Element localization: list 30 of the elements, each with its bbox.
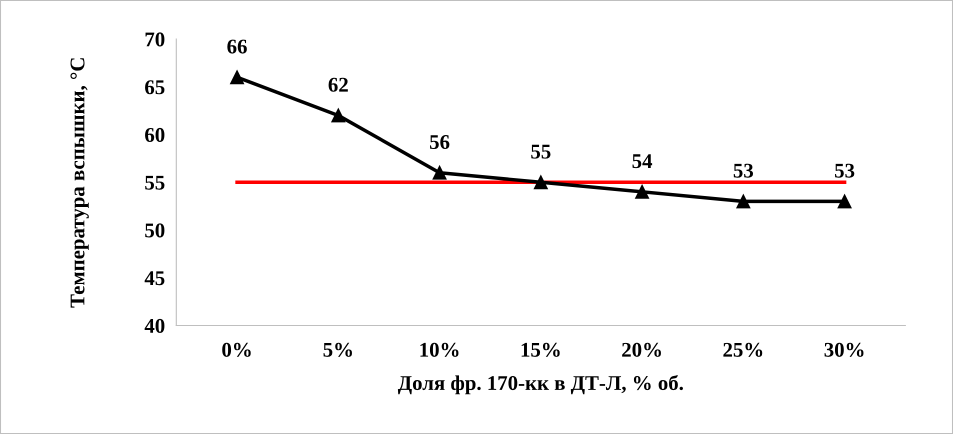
x-tick-label: 25% [723, 342, 762, 357]
data-label: 55 [531, 144, 550, 159]
x-tick-label: 15% [522, 342, 560, 357]
point [230, 70, 244, 84]
data-label: 54 [632, 154, 652, 168]
y-tick-label: 65 [145, 80, 164, 94]
point [635, 184, 650, 199]
y-tick-label: 50 [145, 223, 164, 238]
data-label: 56 [430, 135, 450, 150]
point [736, 194, 750, 208]
y-tick-label: 60 [145, 128, 164, 142]
y-tick-label: 70 [146, 32, 164, 46]
data-label: 53 [835, 164, 854, 178]
data-label: 66 [227, 40, 247, 54]
x-tick-label: 20% [622, 342, 661, 357]
y-axis-title: Температура вспышки, °С [70, 58, 89, 308]
y-tick-label: 40 [144, 318, 164, 333]
x-tick-label: 10% [420, 342, 458, 357]
point [838, 194, 852, 208]
x-tick-label: 5% [324, 342, 352, 357]
point [534, 175, 548, 190]
point [432, 166, 447, 180]
data-label: 53 [734, 164, 754, 178]
x-tick-label: 0% [222, 342, 251, 357]
point [331, 108, 346, 122]
y-tick-label: 55 [145, 176, 164, 190]
data-label: 62 [328, 78, 348, 92]
x-tick-label: 30% [824, 342, 864, 357]
y-tick-label: 45 [144, 271, 164, 286]
x-axis-title: Доля фр. 170-кк в ДТ-Л, % об. [398, 374, 683, 394]
